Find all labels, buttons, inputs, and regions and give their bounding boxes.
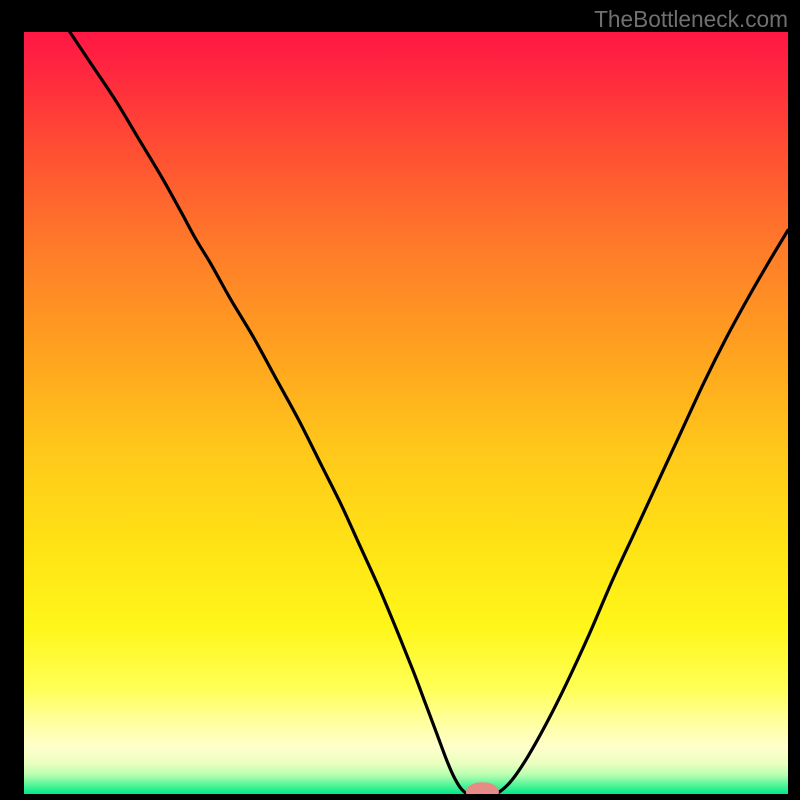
- watermark-text: TheBottleneck.com: [594, 6, 788, 33]
- plot-svg: [24, 32, 788, 794]
- gradient-background: [24, 32, 788, 794]
- chart-stage: TheBottleneck.com: [0, 0, 800, 800]
- plot-area: [24, 32, 788, 794]
